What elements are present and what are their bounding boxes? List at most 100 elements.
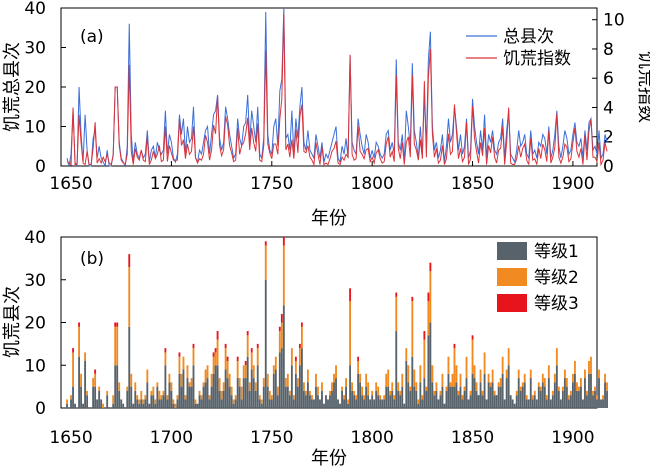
bar-level2	[435, 382, 438, 391]
bar-level1	[182, 369, 185, 408]
bar-level1	[329, 395, 331, 408]
bar-level2	[519, 386, 522, 391]
bar-level2	[128, 266, 131, 327]
bar-level2	[331, 382, 333, 391]
panel-b-ticks: 1650 1700 1750 1800 1850 1900 0 10 20 30 40	[24, 228, 594, 448]
bar-level1	[178, 373, 181, 408]
bar-level2	[377, 386, 380, 396]
bar-level2	[114, 326, 117, 366]
bar-level3	[278, 326, 281, 332]
bar-level1	[505, 378, 508, 408]
panel-a-ytick-label: 0	[35, 157, 46, 177]
bar-level1	[399, 395, 402, 408]
bar-level2	[140, 390, 143, 400]
bar-level2	[288, 390, 291, 396]
bar-level1	[236, 378, 239, 408]
bar-level2	[471, 339, 474, 374]
bar-level2	[208, 395, 211, 400]
bar-level2	[363, 395, 366, 400]
bar-level1	[204, 382, 207, 408]
bar-level3	[246, 331, 249, 336]
bar-level2	[586, 390, 588, 396]
legend-total-label: 总县次	[503, 27, 554, 47]
bar-level2	[475, 382, 478, 391]
bar-level3	[78, 322, 80, 327]
bar-level1	[604, 382, 606, 408]
bar-level1	[298, 365, 301, 408]
bar-level2	[423, 339, 426, 379]
bar-level2	[309, 390, 311, 396]
bar-level1	[369, 399, 372, 408]
bar-level2	[547, 365, 550, 379]
bar-level2	[555, 348, 558, 366]
bar-level2	[112, 395, 115, 404]
bar-level2	[565, 378, 568, 387]
bar-level1	[467, 399, 470, 408]
bar-level1	[190, 386, 193, 409]
bar-level1	[347, 403, 349, 408]
bar-level1	[138, 403, 141, 408]
bar-level2	[230, 386, 233, 396]
bar-level1	[365, 386, 368, 409]
bar-level1	[278, 352, 281, 408]
bar-level3	[429, 262, 432, 272]
bar-level2	[351, 382, 354, 391]
panel-b-bars	[66, 237, 608, 409]
bar-level1	[158, 399, 161, 408]
bar-level1	[559, 399, 562, 408]
bar-level3	[453, 343, 456, 349]
panel-b-ytick-label: 10	[24, 356, 46, 376]
bar-level1	[142, 403, 145, 408]
bar-level1	[407, 382, 410, 408]
bar-level2	[204, 369, 207, 383]
bar-level2	[357, 360, 360, 374]
bar-level3	[298, 343, 301, 349]
bar-level1	[248, 390, 251, 408]
bar-level1	[391, 390, 394, 408]
bar-level1	[571, 382, 574, 408]
bar-level1	[483, 373, 486, 408]
bar-level1	[152, 395, 155, 408]
bar-level1	[509, 395, 512, 408]
bar-level2	[266, 373, 269, 387]
bar-level1	[266, 386, 269, 409]
legend-level2-label: 等级2	[534, 268, 579, 288]
bar-level2	[94, 373, 97, 387]
bar-level2	[321, 382, 323, 391]
bar-level1	[148, 403, 151, 408]
bar-level1	[495, 395, 498, 408]
bar-level2	[473, 365, 476, 379]
bar-level1	[282, 305, 285, 408]
panel-b: 1650 1700 1750 1800 1850 1900 0 10 20 30 40 (b) 等级…	[2, 228, 608, 469]
panel-b-xtick-label: 1700	[150, 428, 193, 448]
bar-level1	[479, 382, 482, 408]
panel-b-xtick-label: 1900	[551, 428, 594, 448]
bar-level2	[192, 348, 195, 366]
bar-level2	[284, 378, 287, 387]
bar-level2	[294, 360, 297, 374]
bar-level1	[114, 365, 117, 408]
bar-level1	[214, 365, 217, 408]
bar-level1	[216, 365, 219, 408]
bar-level1	[194, 403, 197, 408]
bar-level2	[389, 390, 392, 396]
bar-level1	[256, 365, 259, 408]
bar-level2	[264, 245, 267, 280]
bar-level1	[553, 382, 556, 408]
bar-level1	[592, 395, 594, 408]
panel-a-xlabel: 年份	[311, 208, 347, 229]
bar-level2	[489, 382, 492, 387]
bar-level1	[582, 399, 584, 408]
bar-level2	[190, 378, 193, 387]
bar-level1	[463, 390, 466, 408]
bar-level2	[553, 373, 556, 383]
bar-level1	[224, 369, 227, 408]
bar-level1	[485, 399, 488, 408]
bar-level1	[590, 373, 592, 408]
bar-level1	[218, 390, 221, 408]
bar-level2	[78, 326, 80, 357]
bar-level1	[349, 365, 352, 408]
bar-level1	[106, 395, 109, 408]
panel-a-xtick-label: 1850	[451, 174, 494, 194]
bar-level1	[489, 386, 492, 409]
